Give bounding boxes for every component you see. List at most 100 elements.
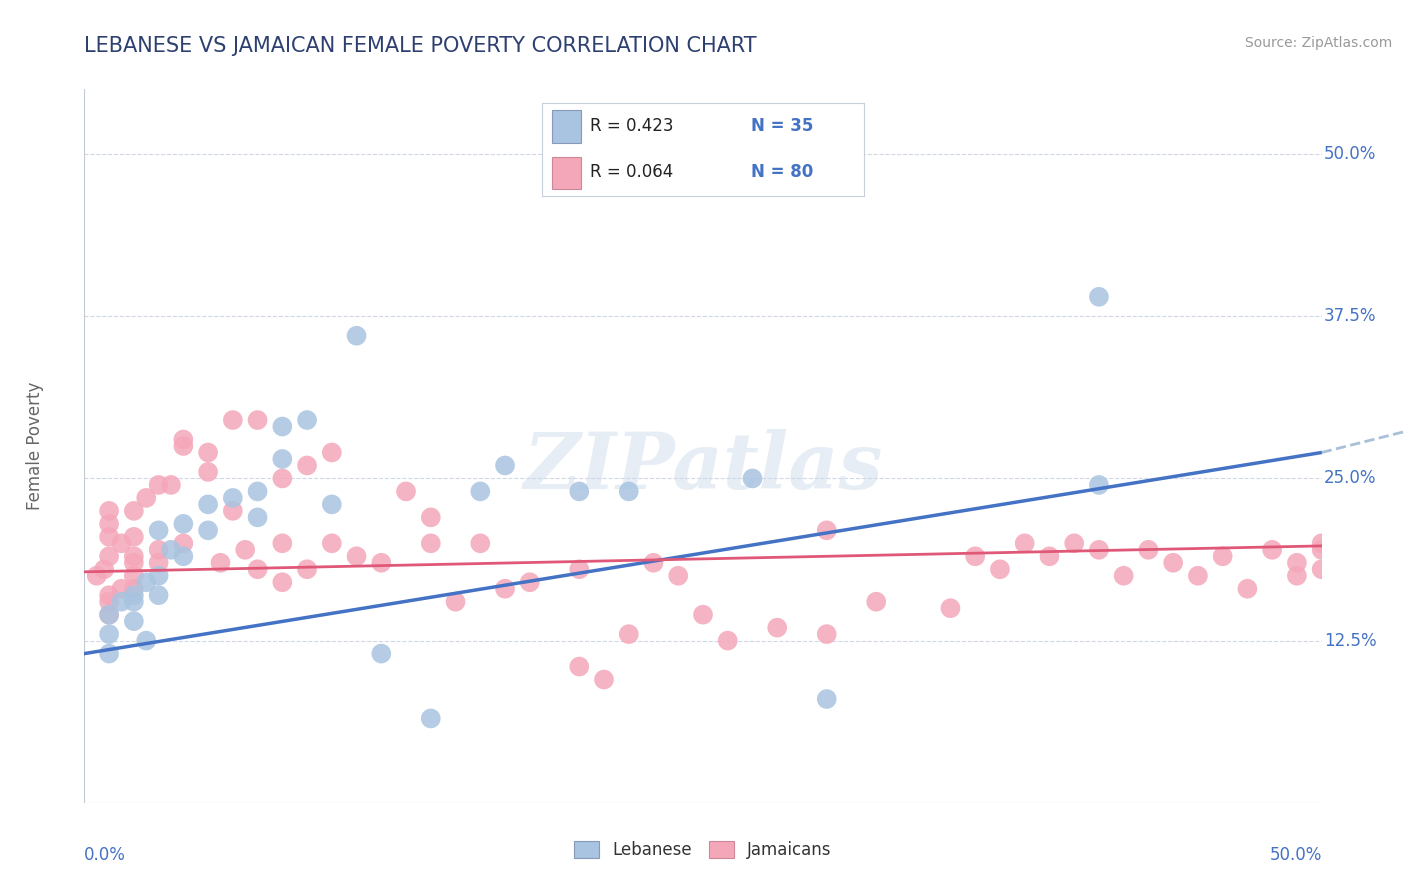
Point [494, 458, 516, 473]
Point [122, 582, 145, 596]
Point [148, 524, 170, 538]
Point [135, 575, 157, 590]
Point [865, 595, 887, 609]
Point [370, 647, 392, 661]
Point [222, 504, 245, 518]
Point [93, 562, 115, 576]
Point [197, 465, 219, 479]
Point [1038, 549, 1060, 564]
Point [617, 627, 640, 641]
Point [419, 510, 441, 524]
Point [766, 621, 789, 635]
Point [939, 601, 962, 615]
Point [1063, 536, 1085, 550]
Point [197, 497, 219, 511]
Point [470, 536, 492, 550]
Point [222, 491, 245, 505]
Point [643, 556, 665, 570]
Point [1112, 568, 1135, 582]
Text: 25.0%: 25.0% [1324, 469, 1376, 487]
Point [271, 471, 294, 485]
Point [98, 504, 121, 518]
Point [98, 627, 121, 641]
Point [271, 419, 294, 434]
Point [122, 549, 145, 564]
Point [122, 504, 145, 518]
Point [519, 575, 541, 590]
Text: 12.5%: 12.5% [1324, 632, 1376, 649]
Point [271, 536, 294, 550]
Legend: Lebanese, Jamaicans: Lebanese, Jamaicans [568, 834, 838, 866]
Point [1187, 568, 1209, 582]
Point [815, 692, 838, 706]
Point [965, 549, 987, 564]
Point [148, 568, 170, 582]
Point [717, 633, 740, 648]
Text: Female Poverty: Female Poverty [25, 382, 44, 510]
Point [98, 607, 121, 622]
Point [321, 497, 343, 511]
Point [1088, 290, 1111, 304]
Point [295, 413, 318, 427]
Text: Source: ZipAtlas.com: Source: ZipAtlas.com [1244, 36, 1392, 50]
Point [98, 588, 121, 602]
Text: 37.5%: 37.5% [1324, 307, 1376, 326]
Point [197, 445, 219, 459]
Point [197, 524, 219, 538]
Point [419, 536, 441, 550]
Point [295, 458, 318, 473]
Point [1088, 542, 1111, 557]
Point [1088, 478, 1111, 492]
Point [419, 711, 441, 725]
Point [172, 439, 194, 453]
Point [346, 328, 368, 343]
Point [666, 568, 689, 582]
Point [98, 607, 121, 622]
Point [1161, 556, 1184, 570]
Point [222, 413, 245, 427]
Point [321, 536, 343, 550]
Point [246, 413, 269, 427]
Point [346, 549, 368, 564]
Point [395, 484, 418, 499]
Point [494, 582, 516, 596]
Point [148, 556, 170, 570]
Point [172, 433, 194, 447]
Text: ZIPatlas: ZIPatlas [523, 429, 883, 506]
Point [122, 530, 145, 544]
Point [271, 575, 294, 590]
Point [1137, 542, 1160, 557]
Point [1310, 536, 1333, 550]
Point [86, 568, 108, 582]
Point [1310, 562, 1333, 576]
Point [122, 588, 145, 602]
Point [98, 516, 121, 531]
Point [110, 595, 132, 609]
Text: 50.0%: 50.0% [1324, 145, 1376, 163]
Text: 50.0%: 50.0% [1270, 846, 1322, 863]
Point [1285, 556, 1308, 570]
Point [98, 595, 121, 609]
Point [692, 607, 714, 622]
Point [271, 452, 294, 467]
Point [1212, 549, 1234, 564]
Point [1014, 536, 1036, 550]
Point [741, 471, 763, 485]
Point [246, 562, 269, 576]
Point [988, 562, 1011, 576]
Point [135, 491, 157, 505]
Point [1236, 582, 1258, 596]
Point [321, 445, 343, 459]
Point [370, 556, 392, 570]
Point [148, 542, 170, 557]
Text: 0.0%: 0.0% [84, 846, 127, 863]
Point [172, 516, 194, 531]
Point [568, 659, 591, 673]
Point [1261, 542, 1284, 557]
Point [122, 595, 145, 609]
Text: LEBANESE VS JAMAICAN FEMALE POVERTY CORRELATION CHART: LEBANESE VS JAMAICAN FEMALE POVERTY CORR… [84, 36, 756, 55]
Point [135, 633, 157, 648]
Point [172, 536, 194, 550]
Point [1285, 568, 1308, 582]
Point [98, 647, 121, 661]
